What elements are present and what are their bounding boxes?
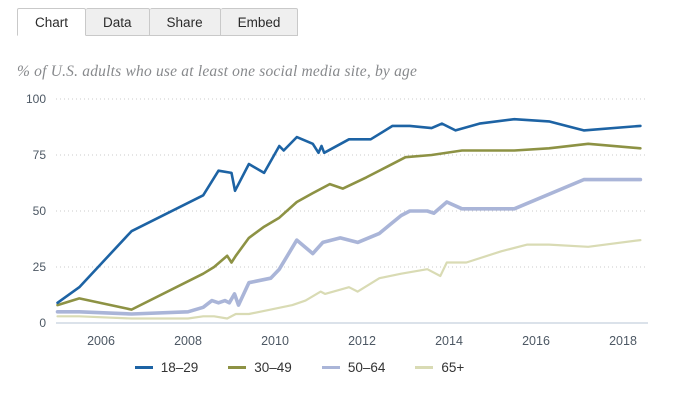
x-tick-label: 2016 [522, 334, 550, 348]
series-line-30-49 [56, 142, 642, 311]
tab-chart[interactable]: Chart [17, 8, 87, 36]
tab-embed[interactable]: Embed [220, 8, 299, 36]
y-tick-label: 0 [39, 316, 46, 330]
legend-swatch [228, 366, 247, 369]
legend-label: 65+ [441, 360, 465, 375]
legend-label: 30–49 [254, 360, 292, 375]
x-tick-label: 2014 [435, 334, 463, 348]
legend-swatch [415, 366, 434, 369]
legend-label: 50–64 [347, 360, 386, 375]
x-tick-label: 2006 [87, 334, 115, 348]
legend-item-50-64[interactable]: 50–64 [321, 360, 386, 375]
legend-item-30-49[interactable]: 30–49 [228, 360, 292, 375]
y-tick-label: 100 [26, 92, 46, 106]
y-tick-label: 75 [33, 148, 47, 162]
series-line-50-64 [55, 177, 643, 316]
x-tick-label: 2008 [174, 334, 202, 348]
y-tick-label: 50 [33, 204, 47, 218]
legend-swatch [134, 366, 153, 369]
x-tick-label: 2010 [261, 334, 289, 348]
tab-data[interactable]: Data [86, 8, 150, 36]
social-media-usage-line-chart: 0 25 50 75 100 2006 2008 2010 2012 2014 2016 2018 [26, 92, 648, 348]
legend-swatch [321, 366, 340, 369]
x-tick-label: 2012 [348, 334, 376, 348]
legend-label: 18–29 [160, 360, 199, 375]
tab-bar: Chart Data Share Embed [17, 8, 299, 36]
chart-legend: 18–29 30–49 50–64 65+ [0, 360, 677, 375]
legend-item-18-29[interactable]: 18–29 [134, 360, 199, 375]
tab-share[interactable]: Share [149, 8, 221, 36]
x-tick-label: 2018 [609, 334, 637, 348]
y-tick-label: 25 [33, 260, 47, 274]
series-line-18-29 [56, 117, 642, 305]
legend-item-65+[interactable]: 65+ [415, 360, 464, 375]
series-line-65+ [56, 239, 642, 320]
chart-title: % of U.S. adults who use at least one so… [17, 63, 418, 80]
